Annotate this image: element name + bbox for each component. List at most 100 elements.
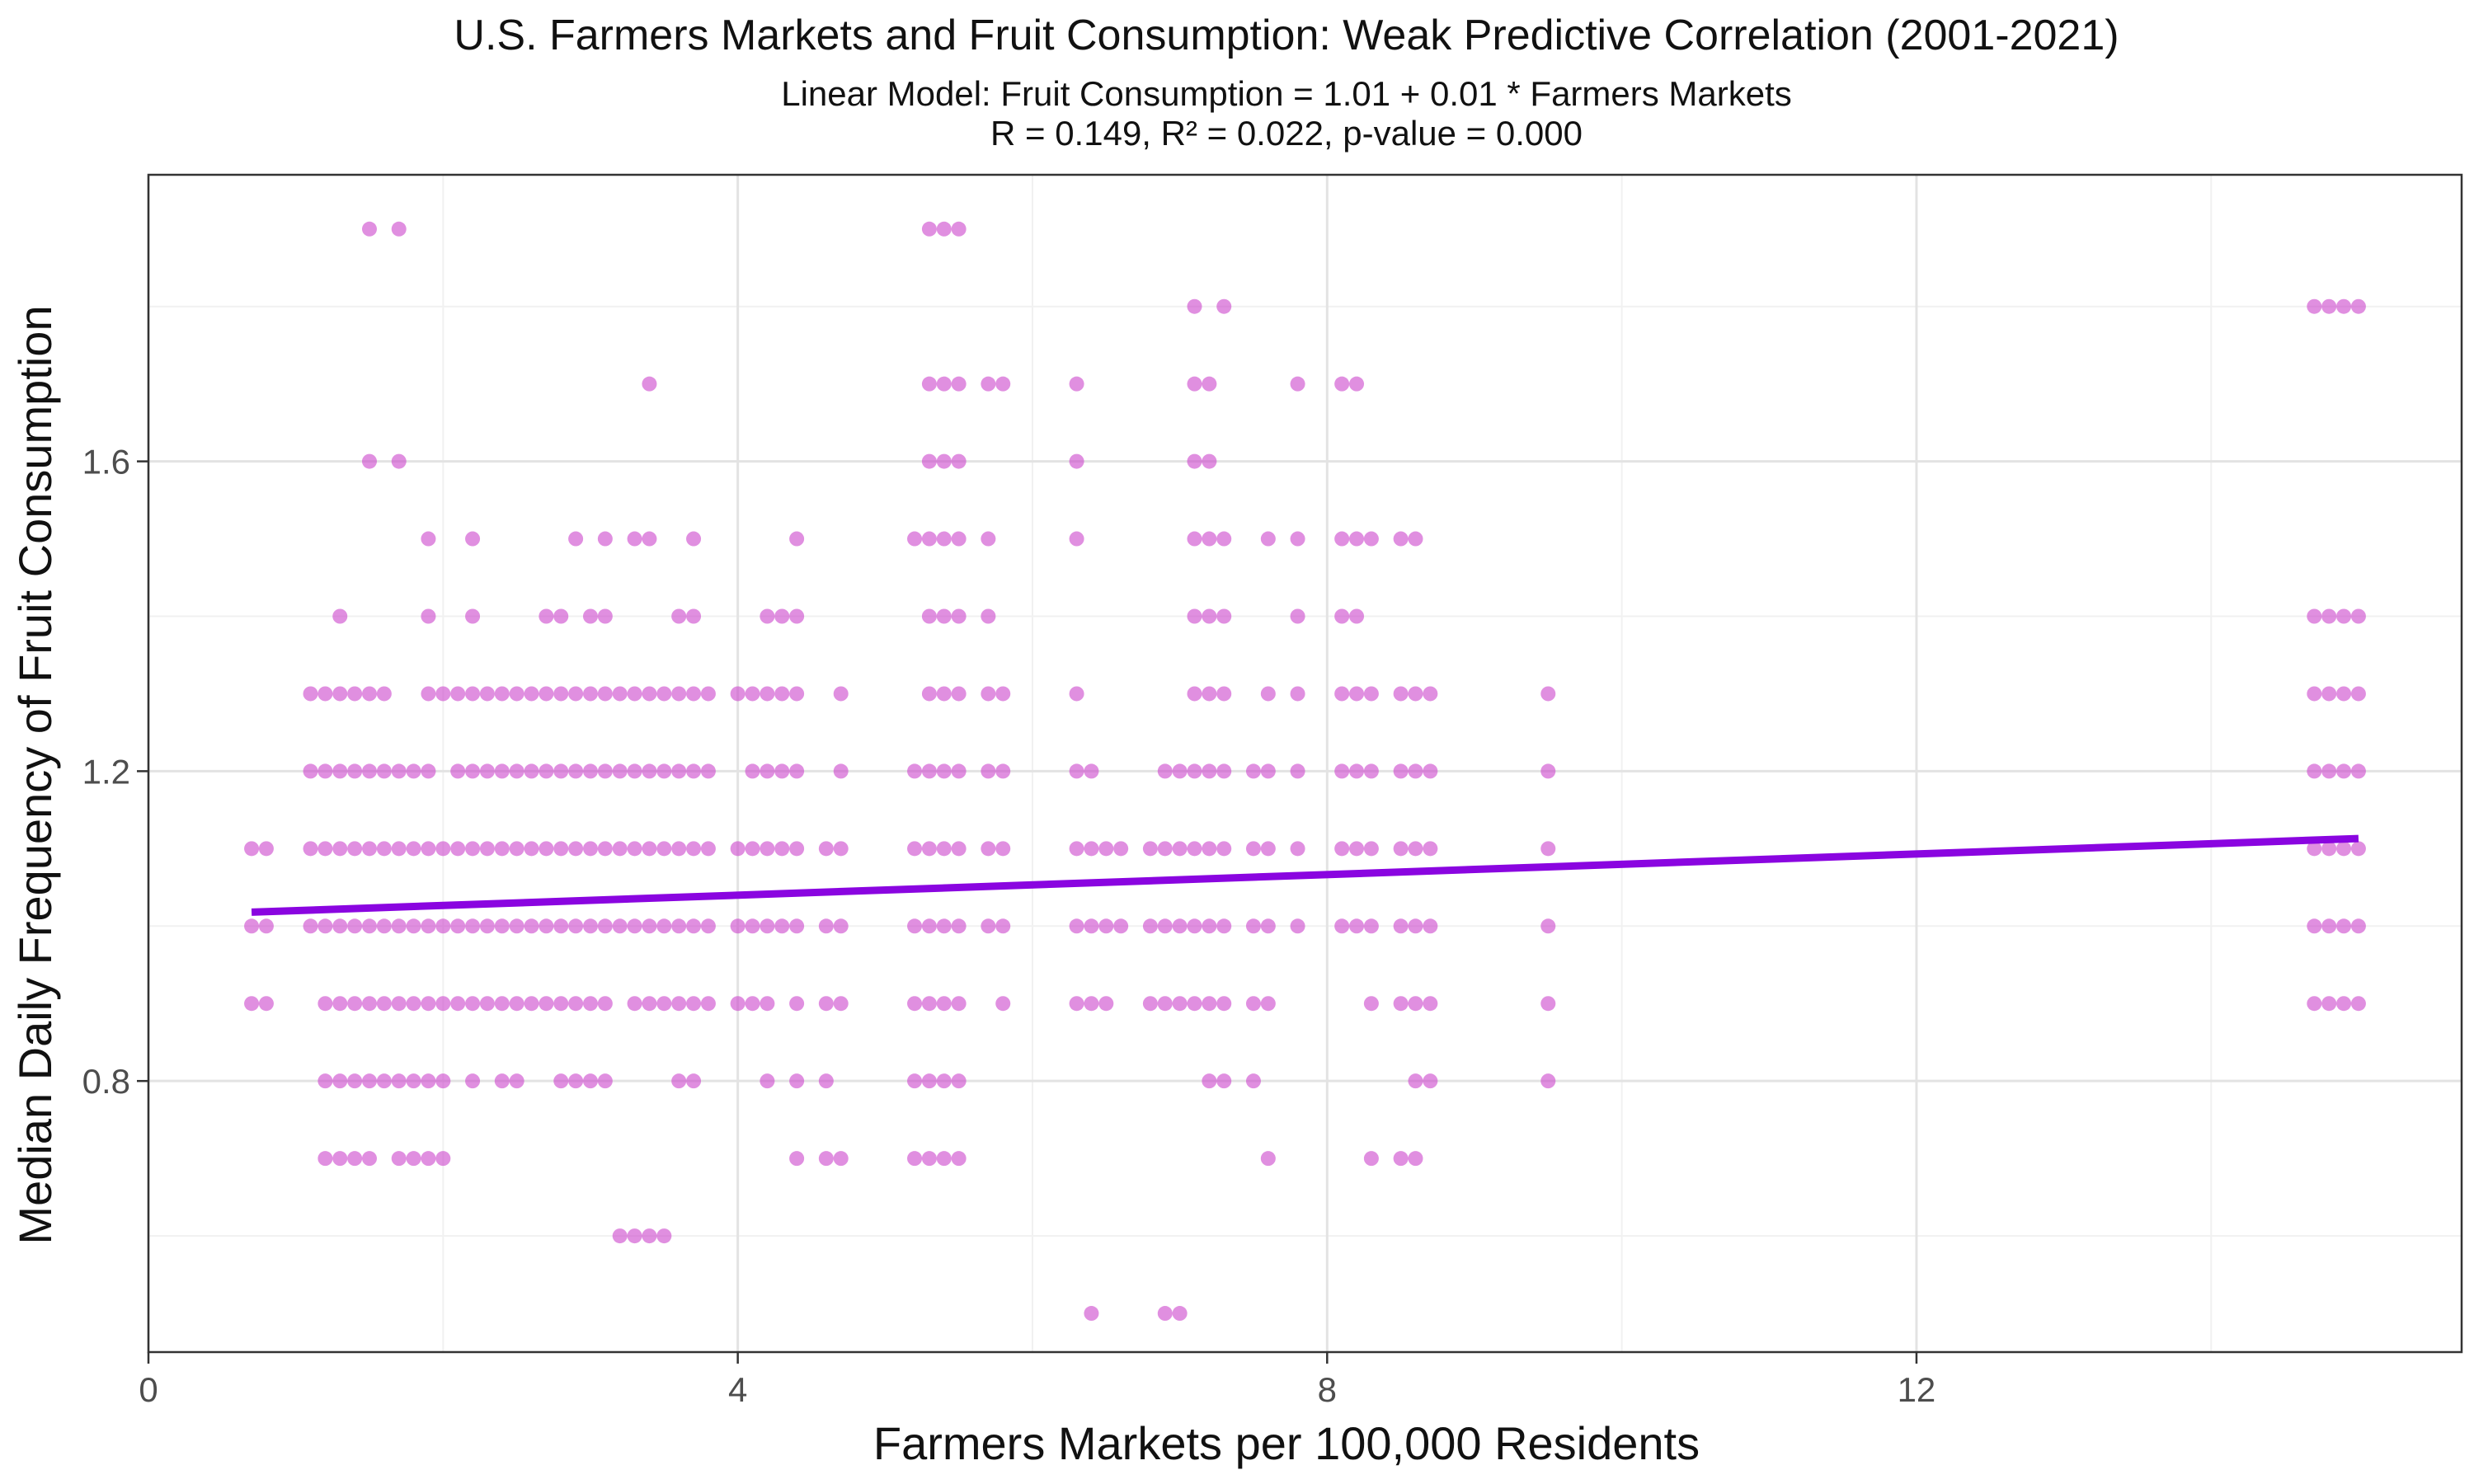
data-point	[494, 996, 510, 1012]
data-point	[833, 686, 849, 702]
data-point	[686, 918, 702, 934]
data-point	[568, 686, 584, 702]
data-point	[2350, 841, 2366, 857]
data-point	[951, 531, 967, 547]
data-point	[642, 763, 657, 779]
data-point	[1408, 686, 1423, 702]
data-point	[479, 996, 495, 1012]
data-point	[671, 1073, 687, 1089]
data-point	[671, 686, 687, 702]
data-point	[479, 841, 495, 857]
data-point	[951, 1073, 967, 1089]
data-point	[1098, 996, 1114, 1012]
data-point	[936, 221, 952, 237]
data-point	[317, 996, 333, 1012]
data-point	[1334, 376, 1350, 392]
data-point	[1423, 918, 1438, 934]
data-point	[1349, 686, 1365, 702]
data-point	[789, 918, 805, 934]
data-point	[1393, 841, 1409, 857]
data-point	[1084, 918, 1099, 934]
data-point	[1334, 841, 1350, 857]
data-point	[465, 996, 481, 1012]
data-point	[1393, 686, 1409, 702]
x-tick-label: 0	[139, 1370, 158, 1409]
data-point	[539, 918, 554, 934]
data-point	[760, 918, 775, 934]
data-point	[1157, 918, 1173, 934]
data-point	[317, 841, 333, 857]
data-point	[1334, 531, 1350, 547]
data-point	[509, 841, 524, 857]
data-point	[582, 1073, 598, 1089]
data-point	[1202, 1073, 1217, 1089]
data-point	[332, 608, 348, 624]
data-point	[1187, 298, 1202, 314]
data-point	[376, 763, 392, 779]
data-point	[1202, 376, 1217, 392]
data-point	[981, 763, 996, 779]
data-point	[2307, 763, 2322, 779]
data-point	[524, 841, 539, 857]
data-point	[1202, 841, 1217, 857]
data-point	[2336, 763, 2352, 779]
data-point	[258, 996, 274, 1012]
data-point	[450, 996, 466, 1012]
data-point	[553, 996, 569, 1012]
data-point	[332, 686, 348, 702]
data-point	[347, 996, 363, 1012]
data-point	[332, 918, 348, 934]
data-point	[2321, 918, 2337, 934]
data-point	[1290, 376, 1305, 392]
data-point	[2336, 918, 2352, 934]
data-point	[2307, 686, 2322, 702]
data-point	[656, 996, 672, 1012]
data-point	[818, 1151, 834, 1167]
data-point	[951, 996, 967, 1012]
data-point	[921, 1073, 937, 1089]
data-point	[760, 841, 775, 857]
data-point	[1157, 841, 1173, 857]
data-point	[391, 763, 407, 779]
data-point	[1363, 686, 1379, 702]
data-point	[1172, 1306, 1188, 1322]
data-point	[951, 841, 967, 857]
data-point	[981, 376, 996, 392]
data-point	[2350, 686, 2366, 702]
data-point	[774, 841, 790, 857]
grid	[147, 175, 2462, 1352]
data-point	[951, 918, 967, 934]
data-point	[1408, 918, 1423, 934]
data-point	[1216, 841, 1232, 857]
data-point	[951, 453, 967, 469]
data-point	[774, 686, 790, 702]
data-point	[553, 1073, 569, 1089]
regression-line-group	[251, 834, 2359, 916]
data-point	[760, 996, 775, 1012]
data-point	[936, 608, 952, 624]
data-point	[435, 841, 451, 857]
data-point	[936, 1151, 952, 1167]
data-point	[391, 841, 407, 857]
data-point	[921, 763, 937, 779]
data-point	[421, 1151, 436, 1167]
data-point	[995, 996, 1011, 1012]
data-point	[553, 841, 569, 857]
data-point	[921, 376, 937, 392]
data-point	[553, 608, 569, 624]
data-point	[450, 841, 466, 857]
data-point	[907, 841, 923, 857]
data-point	[479, 918, 495, 934]
data-point	[597, 918, 613, 934]
data-point	[686, 1073, 702, 1089]
data-point	[981, 686, 996, 702]
data-point	[479, 686, 495, 702]
data-point	[627, 918, 642, 934]
data-point	[435, 1151, 451, 1167]
data-point	[700, 841, 716, 857]
data-point	[951, 763, 967, 779]
data-point	[671, 841, 687, 857]
data-point	[494, 1073, 510, 1089]
data-point	[936, 918, 952, 934]
data-point	[627, 763, 642, 779]
